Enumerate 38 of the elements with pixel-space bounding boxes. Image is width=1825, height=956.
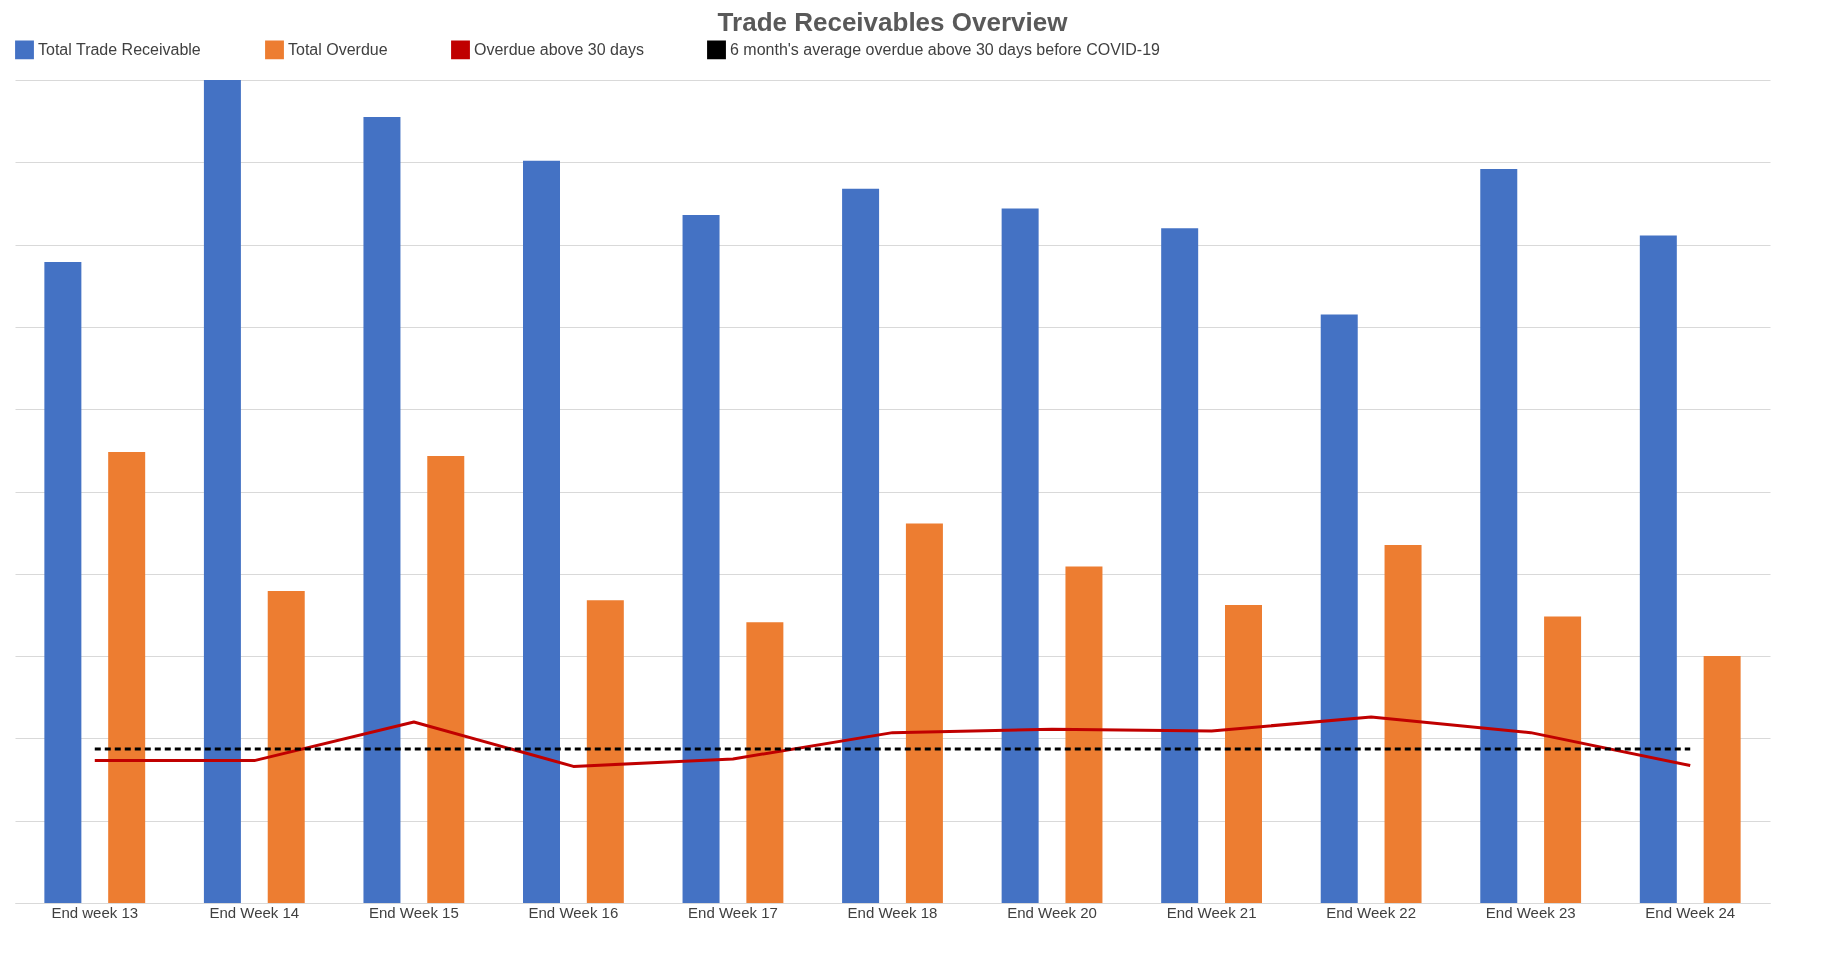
bar [1703, 656, 1741, 903]
x-tick-label: End Week 14 [209, 903, 300, 921]
bar [427, 456, 465, 903]
x-tick-label: End Week 23 [1485, 903, 1576, 921]
legend-label: 6 month's average overdue above 30 days before COVID-19 [730, 40, 1161, 58]
bar [746, 622, 784, 903]
bar [1001, 208, 1039, 903]
bar [363, 117, 401, 903]
bar [1544, 616, 1582, 903]
bar [1320, 314, 1358, 903]
bar [267, 591, 305, 903]
bar [905, 523, 943, 903]
x-tick-label: End Week 18 [847, 903, 938, 921]
bar [1480, 168, 1518, 903]
x-tick-label: End Week 15 [368, 903, 459, 921]
x-tick-label: End Week 24 [1645, 903, 1736, 921]
x-tick-label: End Week 20 [1007, 903, 1097, 921]
bar [1065, 566, 1103, 903]
chart-title: Trade Receivables Overview [717, 7, 1069, 37]
bar [1225, 605, 1262, 903]
bar [586, 600, 624, 903]
x-tick-label: End Week 22 [1326, 903, 1417, 921]
bar [44, 261, 82, 903]
x-tick-label: End Week 17 [688, 903, 778, 921]
bar [1161, 228, 1199, 903]
legend-label: Total Overdue [288, 40, 388, 58]
bar [203, 80, 241, 903]
bar [682, 214, 720, 903]
x-tick-label: End week 13 [51, 903, 139, 921]
bar [1384, 544, 1422, 903]
legend-label: Overdue above 30 days [474, 40, 644, 58]
x-tick-label: End Week 21 [1166, 903, 1257, 921]
bar [108, 452, 146, 903]
bar [842, 188, 880, 903]
bar [523, 160, 560, 903]
legend-label: Total Trade Receivable [38, 40, 201, 58]
bar [1639, 235, 1677, 903]
x-tick-label: End Week 16 [528, 903, 619, 921]
